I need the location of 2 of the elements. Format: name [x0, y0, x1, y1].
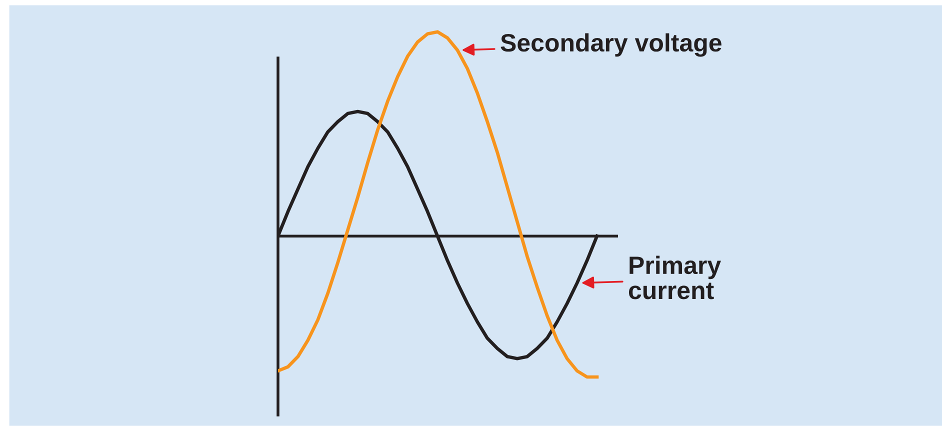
series-label: Secondary voltage [500, 33, 722, 57]
series-label: Primary current [628, 256, 721, 300]
